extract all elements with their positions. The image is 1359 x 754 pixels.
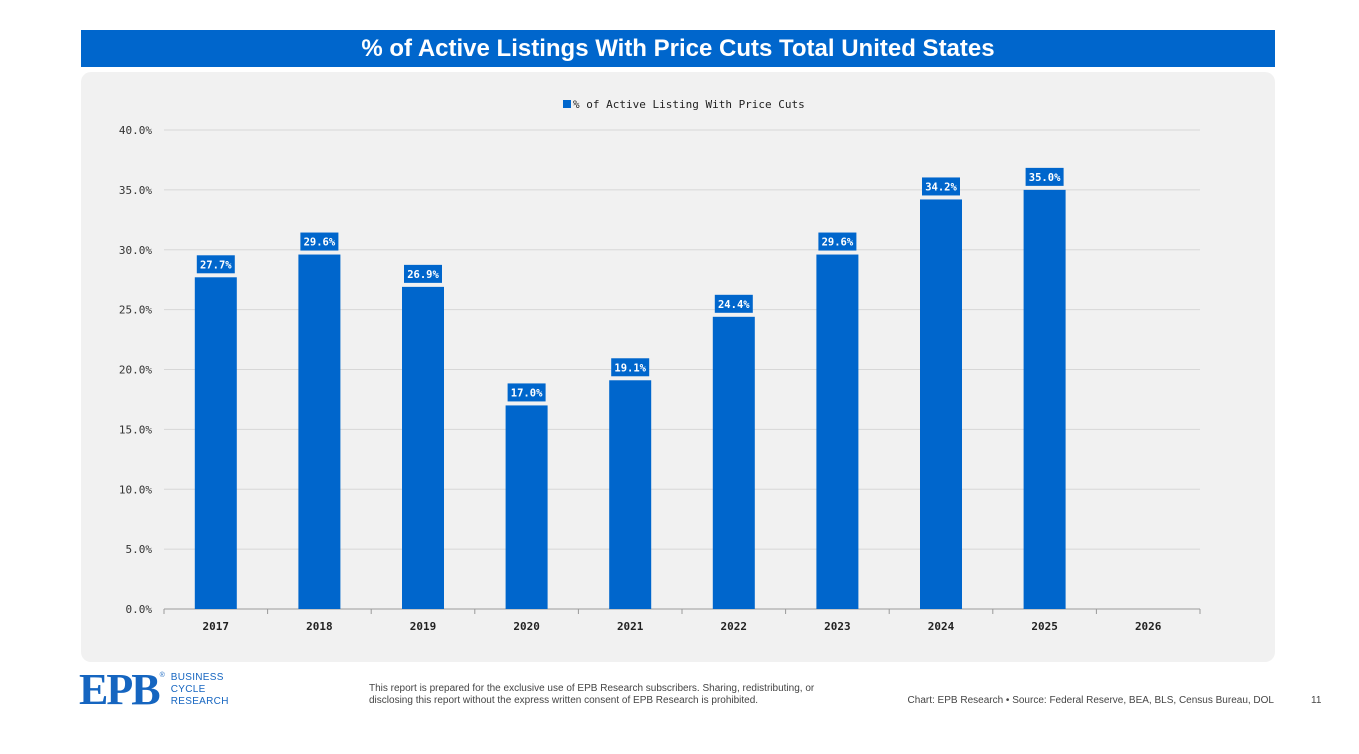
data-label-box (404, 264, 442, 283)
x-tick-label: 2021 (617, 620, 644, 633)
x-tick-label: 2024 (928, 620, 955, 633)
y-tick-label: 15.0% (119, 423, 152, 436)
bar (194, 277, 237, 609)
data-label-box (818, 232, 857, 251)
data-label: 24.4% (718, 299, 750, 311)
data-label: 29.6% (822, 237, 854, 249)
bar (920, 199, 962, 609)
logo-words: BUSINESS CYCLE RESEARCH (171, 672, 229, 708)
logo-mark: EPB (79, 665, 161, 714)
y-tick-label: 0.0% (126, 603, 153, 616)
data-label-box (507, 383, 546, 402)
y-tick-label: 40.0% (119, 124, 152, 137)
y-tick-label: 20.0% (119, 364, 152, 377)
x-tick-label: 2026 (1135, 620, 1162, 633)
x-tick-label: 2022 (721, 620, 748, 633)
bar-chart: 0.0% 5.0% 10.0% 15.0% 20.0% 25.0% 30.0% 35.0% 40… (119, 98, 1201, 633)
data-label-box (922, 177, 960, 196)
y-tick-label: 10.0% (119, 483, 152, 496)
bar (1023, 189, 1066, 609)
data-label: 34.2% (925, 181, 957, 193)
y-tick-label: 35.0% (119, 184, 152, 197)
legend-label: % of Active Listing With Price Cuts (573, 98, 805, 111)
data-label: 17.0% (511, 387, 543, 399)
logo-registered-mark: ® (159, 672, 165, 679)
x-tick-label: 2017 (203, 620, 230, 633)
x-tick-label: 2018 (306, 620, 333, 633)
page-number: 11 (1311, 695, 1322, 706)
data-label-box (611, 358, 650, 377)
bar (505, 405, 548, 609)
x-tick-label: 2025 (1031, 620, 1058, 633)
data-label: 19.1% (614, 362, 646, 374)
chart-panel: 0.0% 5.0% 10.0% 15.0% 20.0% 25.0% 30.0% 35.0% 40… (81, 72, 1275, 662)
logo-word-cycle: CYCLE (170, 684, 206, 695)
data-label: 26.9% (407, 269, 439, 281)
x-tick-label: 2023 (824, 620, 851, 633)
logo-word-business: BUSINESS (170, 672, 224, 683)
bar (298, 254, 341, 610)
bar (609, 380, 652, 609)
disclaimer-text: This report is prepared for the exclusiv… (369, 683, 815, 706)
y-tick-label: 30.0% (119, 244, 152, 257)
page-title-text: % of Active Listings With Price Cuts Tot… (361, 34, 995, 62)
data-label: 27.7% (200, 259, 232, 271)
y-tick-label: 25.0% (119, 304, 152, 317)
data-label-box (714, 294, 753, 313)
data-label-box (300, 232, 339, 251)
x-tick-label: 2019 (410, 620, 437, 633)
bar (402, 286, 444, 609)
logo-word-research: RESEARCH (170, 696, 229, 707)
data-label: 29.6% (304, 237, 336, 249)
data-label: 35.0% (1029, 172, 1061, 184)
page-title: % of Active Listings With Price Cuts Tot… (81, 30, 1275, 67)
y-tick-label: 5.0% (126, 543, 153, 556)
chart-credits: Chart: EPB Research • Source: Federal Re… (907, 695, 1274, 706)
data-label-box (196, 255, 235, 274)
legend-swatch (563, 100, 571, 108)
x-tick-label: 2020 (513, 620, 540, 633)
epb-logo: EPB ® BUSINESS CYCLE RESEARCH (79, 665, 229, 714)
bar (712, 316, 755, 609)
bar (816, 254, 859, 610)
data-label-box (1025, 167, 1064, 186)
